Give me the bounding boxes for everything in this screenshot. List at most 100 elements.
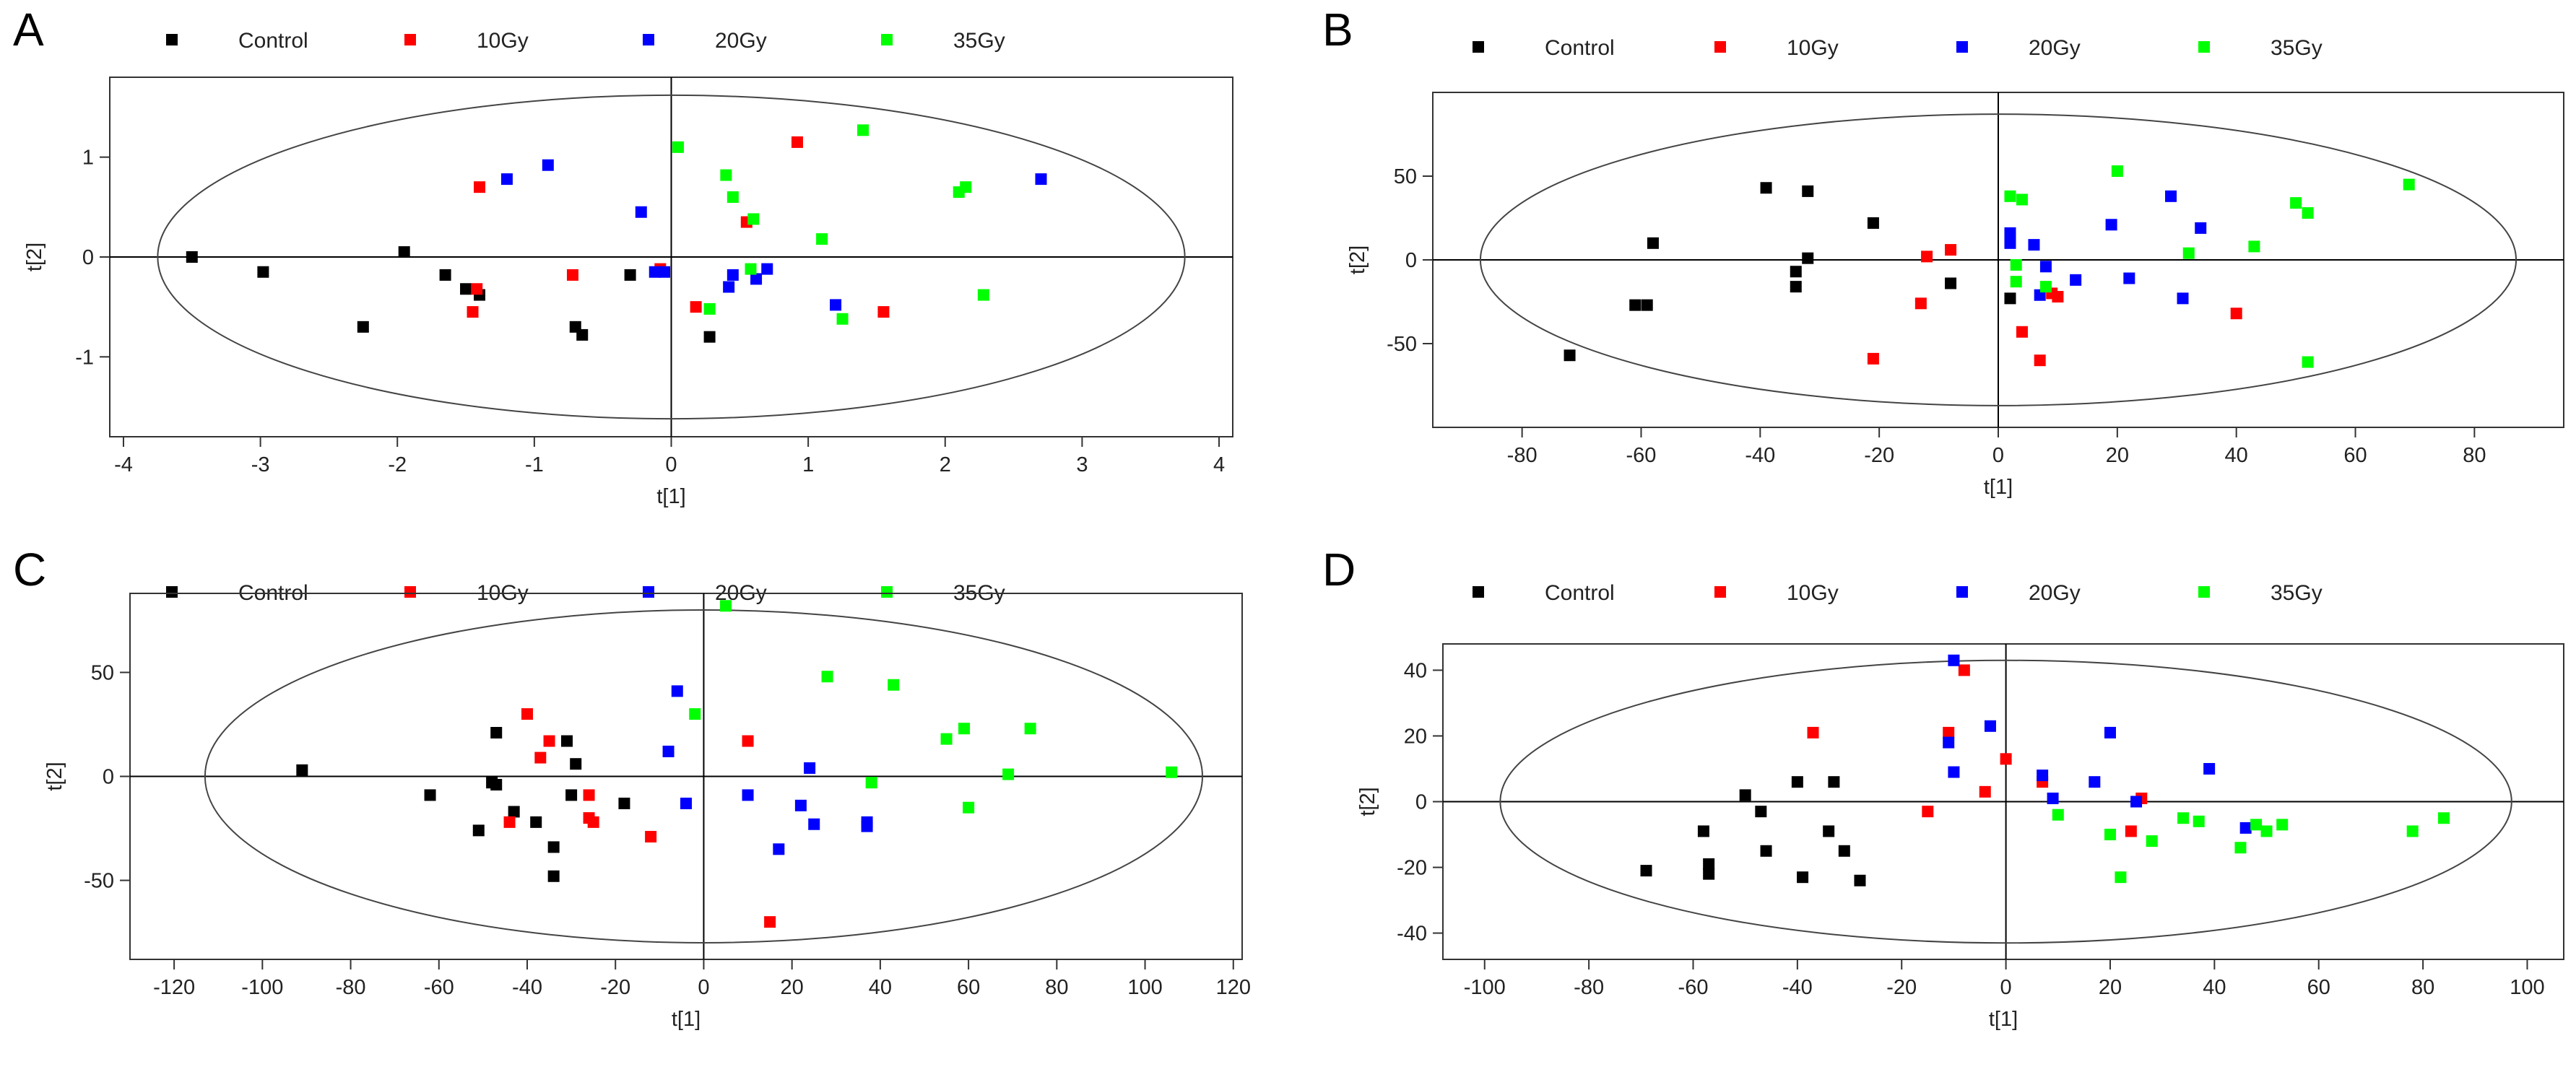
data-point-control [472, 824, 485, 837]
data-point-20gy [2203, 762, 2216, 775]
data-point-control [1867, 217, 1879, 229]
data-point-20gy [750, 273, 763, 285]
data-point-35gy [2406, 825, 2419, 837]
panel-d: D Control 10Gy 20Gy 35Gy -100 -80 -60 -40 -20 0 20… [1288, 536, 2576, 1072]
legend-marker [643, 34, 654, 45]
x-tick-label: 100 [1127, 976, 1162, 999]
data-point-20gy [808, 818, 820, 830]
data-point-20gy [659, 266, 671, 278]
x-tick-label: -60 [424, 976, 454, 999]
data-point-10gy [2052, 291, 2064, 303]
x-tick-label: -60 [1678, 976, 1709, 999]
data-point-10gy [1979, 785, 1991, 798]
data-point-control [576, 328, 589, 341]
data-point-control [530, 816, 542, 828]
data-point-10gy [2125, 825, 2137, 837]
x-tick-label: 40 [2225, 444, 2248, 467]
data-point-10gy [791, 136, 803, 148]
x-tick-label: -1 [525, 453, 544, 476]
x-tick-label: 40 [869, 976, 892, 999]
data-point-20gy [723, 281, 735, 293]
data-point-35gy [720, 600, 732, 612]
data-point-control [1802, 185, 1814, 197]
legend-marker [1473, 41, 1484, 53]
data-point-35gy [963, 801, 975, 814]
data-point-control [257, 266, 269, 278]
data-point-35gy [2010, 258, 2022, 271]
legend-label: Control [238, 29, 308, 53]
data-point-control [1823, 825, 1835, 837]
data-point-10gy [764, 916, 776, 928]
data-point-35gy [689, 708, 701, 720]
legend-label: 35Gy [2271, 36, 2323, 60]
data-point-20gy [1984, 720, 1996, 732]
data-point-20gy [2177, 292, 2189, 305]
legend-marker [1473, 586, 1484, 598]
data-point-control [1629, 299, 1642, 311]
legend-marker [2198, 41, 2210, 53]
y-axis-label: t[2] [1346, 245, 1369, 274]
x-tick-label: 80 [2411, 976, 2434, 999]
x-tick-label: -100 [1464, 976, 1506, 999]
x-tick-label: -40 [1782, 976, 1813, 999]
data-point-35gy [2039, 281, 2052, 293]
data-point-20gy [742, 789, 754, 801]
y-tick-label: 50 [91, 661, 114, 684]
legend-label: 20Gy [715, 29, 767, 53]
data-point-10gy [1922, 806, 1934, 818]
data-point-10gy [467, 306, 479, 318]
data-point-35gy [2234, 842, 2247, 854]
data-point-10gy [521, 708, 533, 720]
data-point-20gy [662, 745, 675, 757]
confidence-ellipse [1479, 113, 2518, 406]
data-point-20gy [830, 299, 842, 311]
data-point-35gy [2115, 871, 2127, 884]
data-point-35gy [720, 169, 732, 181]
data-point-20gy [804, 762, 816, 774]
x-tick-label: 0 [2000, 976, 2012, 999]
data-point-20gy [2028, 239, 2040, 251]
x-tick-label: 2 [940, 453, 951, 476]
data-point-10gy [1958, 664, 1970, 676]
x-tick-label: 3 [1076, 453, 1088, 476]
data-point-35gy [977, 289, 989, 301]
data-point-20gy [2089, 776, 2101, 788]
legend-marker [881, 34, 893, 45]
x-tick-label: 0 [665, 453, 677, 476]
data-point-10gy [877, 306, 890, 318]
data-point-20gy [2004, 227, 2016, 239]
data-point-35gy [2104, 829, 2116, 841]
data-point-35gy [2290, 197, 2302, 209]
x-tick-label: 0 [1992, 444, 2004, 467]
y-tick-label: 0 [1415, 791, 1427, 814]
data-point-35gy [2276, 819, 2289, 831]
legend-label: 10Gy [1787, 36, 1839, 60]
panel-a: A Control 10Gy 20Gy 35Gy -4 -3 -2 -1 0 1 2 3 4 -1 0 1 t[… [0, 0, 1288, 531]
data-point-20gy [635, 206, 647, 218]
data-point-10gy [645, 831, 657, 843]
data-point-control [1828, 776, 1840, 788]
data-point-35gy [1166, 766, 1178, 778]
data-point-control [624, 269, 636, 281]
data-point-35gy [2146, 835, 2158, 847]
data-point-35gy [747, 213, 760, 225]
data-point-20gy [2165, 190, 2177, 202]
y-tick-label: 50 [1394, 165, 1417, 188]
data-point-35gy [2182, 247, 2195, 259]
x-tick-label: -120 [153, 976, 195, 999]
data-point-35gy [857, 124, 869, 136]
data-point-control [1641, 299, 1653, 311]
scatter-plot: Control 10Gy 20Gy 35Gy -100 -80 -60 -40 -20 0 20 40… [1356, 581, 2564, 1031]
y-tick-label: 20 [1404, 725, 1427, 748]
data-point-20gy [1948, 654, 1960, 666]
x-tick-label: -80 [336, 976, 366, 999]
data-point-20gy [671, 685, 683, 697]
data-point-35gy [672, 141, 684, 153]
data-point-10gy [1921, 250, 1933, 263]
y-axis-label: t[2] [43, 762, 66, 790]
scatter-plot: Control 10Gy 20Gy 35Gy -80 -60 -40 -20 0 20 40 60 80… [1346, 36, 2564, 499]
x-tick-label: 80 [1045, 976, 1068, 999]
data-point-35gy [2004, 190, 2016, 202]
panel-letter: A [13, 4, 44, 56]
legend-label: Control [1545, 581, 1615, 605]
